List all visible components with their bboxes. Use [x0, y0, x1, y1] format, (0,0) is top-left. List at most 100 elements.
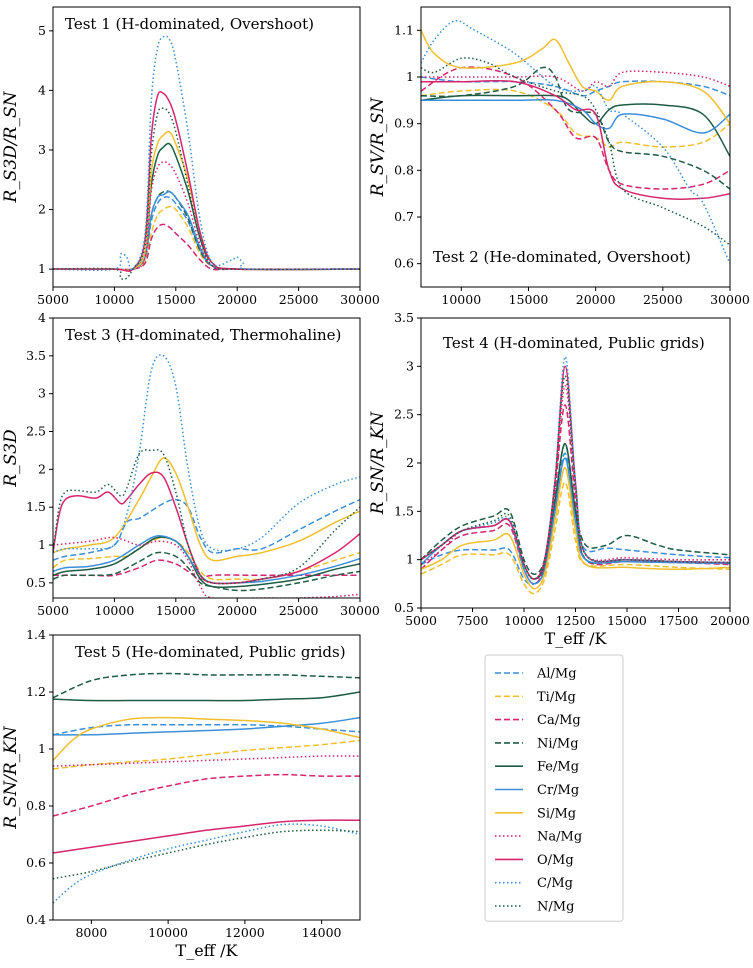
x-tick-label: 12000	[225, 925, 265, 940]
y-tick-label: 1.2	[26, 684, 46, 699]
x-tick-label: 7500	[457, 613, 489, 628]
y-tick-label: 0.6	[394, 256, 414, 271]
series-line-ca-mg	[53, 773, 360, 817]
legend-label: N/Mg	[537, 900, 574, 915]
y-tick-label: 3	[38, 142, 46, 157]
series-line-ni-mg	[53, 551, 360, 592]
y-tick-label: 2	[406, 455, 414, 470]
x-tick-label: 25000	[643, 292, 683, 307]
series-line-ni-mg	[421, 66, 730, 190]
y-tick-label: 1.1	[394, 22, 414, 37]
legend-label: O/Mg	[537, 853, 574, 868]
panel-title: Test 5 (He-dominated, Public grids)	[75, 643, 346, 661]
panel-title: Test 4 (H-dominated, Public grids)	[443, 334, 705, 352]
axes-frame	[420, 317, 731, 609]
x-tick-label: 25000	[279, 292, 319, 307]
series-group	[53, 354, 360, 598]
series-line-o-mg	[53, 90, 360, 273]
x-tick-label: 15000	[156, 603, 196, 618]
y-tick-label: 4	[38, 310, 46, 325]
x-tick-label: 10000	[95, 603, 135, 618]
series-line-ni-mg	[53, 190, 360, 271]
series-line-cr-mg	[53, 535, 360, 585]
axes-frame	[420, 6, 731, 288]
series-line-ti-mg	[421, 481, 730, 595]
x-tick-label: 10000	[441, 292, 481, 307]
x-tick-label: 20000	[576, 292, 616, 307]
x-tick-label: 5000	[37, 292, 69, 307]
series-line-ni-mg	[53, 672, 360, 699]
series-line-si-mg	[53, 457, 360, 562]
legend-label: Ni/Mg	[537, 736, 579, 751]
series-group	[421, 19, 730, 265]
series-line-c-mg	[53, 823, 360, 904]
series-line-o-mg	[421, 365, 730, 580]
y-tick-label: 2	[38, 202, 46, 217]
y-tick-label: 2.5	[394, 407, 414, 422]
series-line-al-mg	[53, 723, 360, 736]
y-tick-label: 1.4	[26, 627, 46, 642]
x-tick-label: 25000	[279, 603, 319, 618]
panel-5: 8000 10000 12000 14000 0.4 0.6 0.8 1 1.2 1.4 Test …	[1, 627, 361, 960]
series-line-n-mg	[53, 829, 360, 880]
panel-title: Test 3 (H-dominated, Thermohaline)	[65, 326, 341, 344]
y-tick-label: 0.7	[394, 209, 414, 224]
series-line-ti-mg	[53, 739, 360, 770]
series-line-si-mg	[53, 130, 360, 272]
series-line-n-mg	[53, 448, 360, 585]
series-line-na-mg	[53, 161, 360, 271]
x-tick-label: 20000	[217, 603, 257, 618]
y-tick-label: 0.6	[26, 855, 46, 870]
y-tick-label: 0.8	[26, 798, 46, 813]
series-group	[53, 672, 360, 904]
y-axis-label: R_SN/R_KN	[368, 411, 388, 516]
y-tick-label: 3.5	[26, 348, 46, 363]
y-axis-label: R_S3D	[1, 429, 21, 488]
series-line-al-mg	[421, 76, 730, 97]
series-line-c-mg	[53, 354, 360, 554]
series-line-si-mg	[421, 29, 730, 125]
series-line-cr-mg	[53, 716, 360, 736]
y-tick-label: 1.5	[394, 503, 414, 518]
x-tick-label: 10000	[95, 292, 135, 307]
panel-4: 5000 7500 10000 12500 15000 17500 20000 0.5 1 1.5…	[368, 310, 750, 648]
x-tick-label: 5000	[37, 603, 69, 618]
x-axis-label: T_eff /K	[545, 629, 608, 648]
y-tick-label: 1	[38, 261, 46, 276]
y-tick-label: 0.5	[26, 575, 46, 590]
x-tick-label: 30000	[340, 292, 380, 307]
legend-label: Fe/Mg	[537, 760, 579, 775]
y-tick-label: 2	[38, 461, 46, 476]
y-tick-label: 1	[406, 69, 414, 84]
x-tick-label: 14000	[302, 925, 342, 940]
panel-2: 10000 15000 20000 25000 30000 0.6 0.7 0.8 0.9 1 1.…	[368, 6, 750, 307]
x-tick-label: 15000	[607, 613, 647, 628]
x-tick-label: 30000	[710, 292, 750, 307]
y-tick-label: 2.5	[26, 424, 46, 439]
series-line-fe-mg	[53, 691, 360, 702]
y-tick-label: 4	[38, 82, 46, 97]
series-line-cr-mg	[421, 98, 730, 134]
x-tick-label: 30000	[340, 603, 380, 618]
series-group	[53, 35, 360, 280]
series-line-ca-mg	[53, 559, 360, 580]
x-tick-label: 20000	[217, 292, 257, 307]
axes-frame	[52, 317, 361, 599]
panel-3: 5000 10000 15000 20000 25000 30000 0.5 1 1.5 2 2.5…	[1, 310, 380, 618]
y-tick-label: 3.5	[394, 310, 414, 325]
x-tick-label: 8000	[75, 925, 107, 940]
x-tick-label: 10000	[148, 925, 188, 940]
series-line-fe-mg	[421, 94, 730, 157]
y-tick-label: 5	[38, 23, 46, 38]
x-tick-label: 15000	[509, 292, 549, 307]
y-tick-label: 1	[38, 537, 46, 552]
y-tick-label: 0.5	[394, 600, 414, 615]
legend-label: Na/Mg	[537, 830, 582, 845]
y-tick-label: 0.8	[394, 162, 414, 177]
series-line-o-mg	[53, 471, 360, 585]
x-tick-label: 12500	[556, 613, 596, 628]
series-line-cr-mg	[53, 190, 360, 271]
y-tick-label: 3	[38, 386, 46, 401]
series-line-c-mg	[53, 35, 360, 271]
